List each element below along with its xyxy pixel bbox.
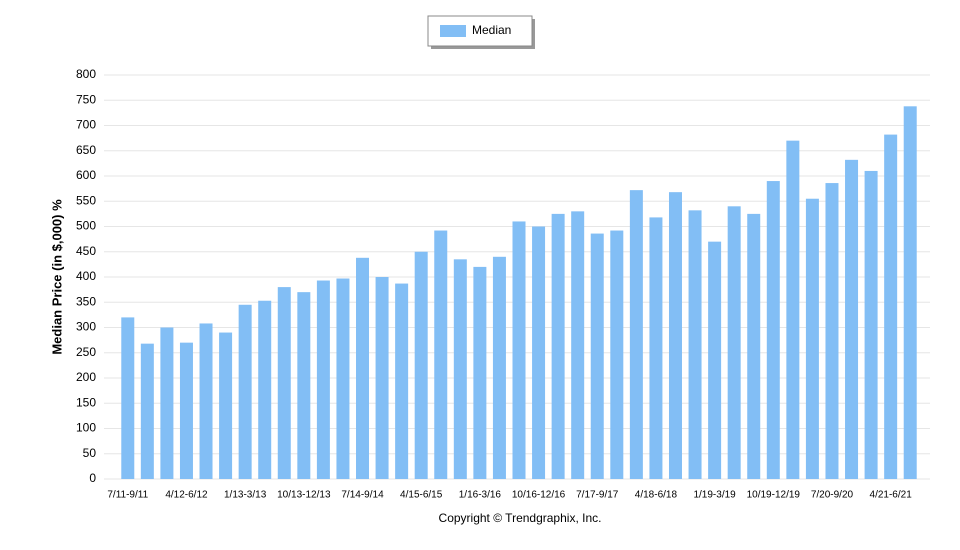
y-tick-label: 750 [76, 92, 96, 106]
bar [414, 251, 428, 479]
bar [316, 280, 330, 479]
bar [884, 134, 898, 479]
bar [492, 256, 506, 479]
x-tick-label: 7/14-9/14 [341, 490, 384, 501]
y-tick-label: 300 [76, 320, 96, 334]
bar [356, 257, 370, 479]
bar [805, 198, 819, 479]
y-tick-label: 450 [76, 244, 96, 258]
y-tick-label: 700 [76, 118, 96, 132]
bar [708, 241, 722, 479]
bar [238, 304, 252, 479]
bar [336, 278, 350, 479]
bar [766, 181, 780, 480]
y-tick-label: 100 [76, 421, 96, 435]
bar [453, 259, 467, 479]
bar [629, 190, 643, 479]
bar [277, 287, 291, 479]
bar [747, 213, 761, 479]
bar [786, 140, 800, 479]
x-tick-label: 7/11-9/11 [107, 490, 148, 501]
bar [395, 283, 409, 479]
x-tick-label: 10/16-12/16 [512, 490, 566, 501]
bar [590, 233, 604, 479]
y-tick-label: 50 [83, 446, 97, 460]
x-tick-label: 7/17-9/17 [576, 490, 619, 501]
x-tick-label: 1/13-3/13 [224, 490, 267, 501]
legend-label: Median [472, 23, 511, 37]
bar [258, 300, 272, 479]
x-tick-label: 4/15-6/15 [400, 490, 443, 501]
x-tick-label: 4/21-6/21 [870, 490, 913, 501]
y-axis-label: Median Price (in $,000) % [49, 199, 64, 355]
bar [688, 210, 702, 479]
y-tick-label: 150 [76, 395, 96, 409]
bar [532, 226, 546, 479]
x-tick-label: 1/16-3/16 [459, 490, 502, 501]
y-tick-label: 550 [76, 193, 96, 207]
bar [903, 106, 917, 479]
bar [845, 159, 859, 479]
footer: Copyright © Trendgraphix, Inc. [439, 511, 602, 525]
bar [140, 343, 154, 479]
y-tick-label: 200 [76, 370, 96, 384]
y-tick-label: 400 [76, 269, 96, 283]
y-tick-label: 500 [76, 219, 96, 233]
y-tick-label: 250 [76, 345, 96, 359]
x-tick-label: 1/19-3/19 [693, 490, 736, 501]
bar [825, 183, 839, 479]
bar [512, 221, 526, 479]
bar [610, 230, 624, 479]
x-tick-label: 4/12-6/12 [165, 490, 208, 501]
x-tick-label: 10/19-12/19 [747, 490, 801, 501]
bar [551, 213, 565, 479]
bar [571, 211, 585, 479]
bar [864, 170, 878, 479]
x-tick-label: 10/13-12/13 [277, 490, 331, 501]
bar [434, 230, 448, 479]
bar [727, 206, 741, 480]
y-tick-label: 800 [76, 67, 96, 81]
bar [473, 266, 487, 479]
x-tick-label: 7/20-9/20 [811, 490, 854, 501]
y-tick-label: 0 [89, 471, 96, 485]
bar [219, 332, 233, 479]
y-tick-label: 350 [76, 294, 96, 308]
bar [668, 192, 682, 479]
y-tick-label: 650 [76, 143, 96, 157]
x-tick-label: 4/18-6/18 [635, 490, 678, 501]
bar [375, 277, 389, 479]
bar [297, 292, 311, 479]
bar [160, 327, 174, 479]
y-tick-label: 600 [76, 168, 96, 182]
bar [199, 323, 213, 479]
bar [121, 317, 135, 479]
bar [179, 342, 193, 479]
legend-swatch [440, 25, 466, 37]
bar [649, 217, 663, 479]
